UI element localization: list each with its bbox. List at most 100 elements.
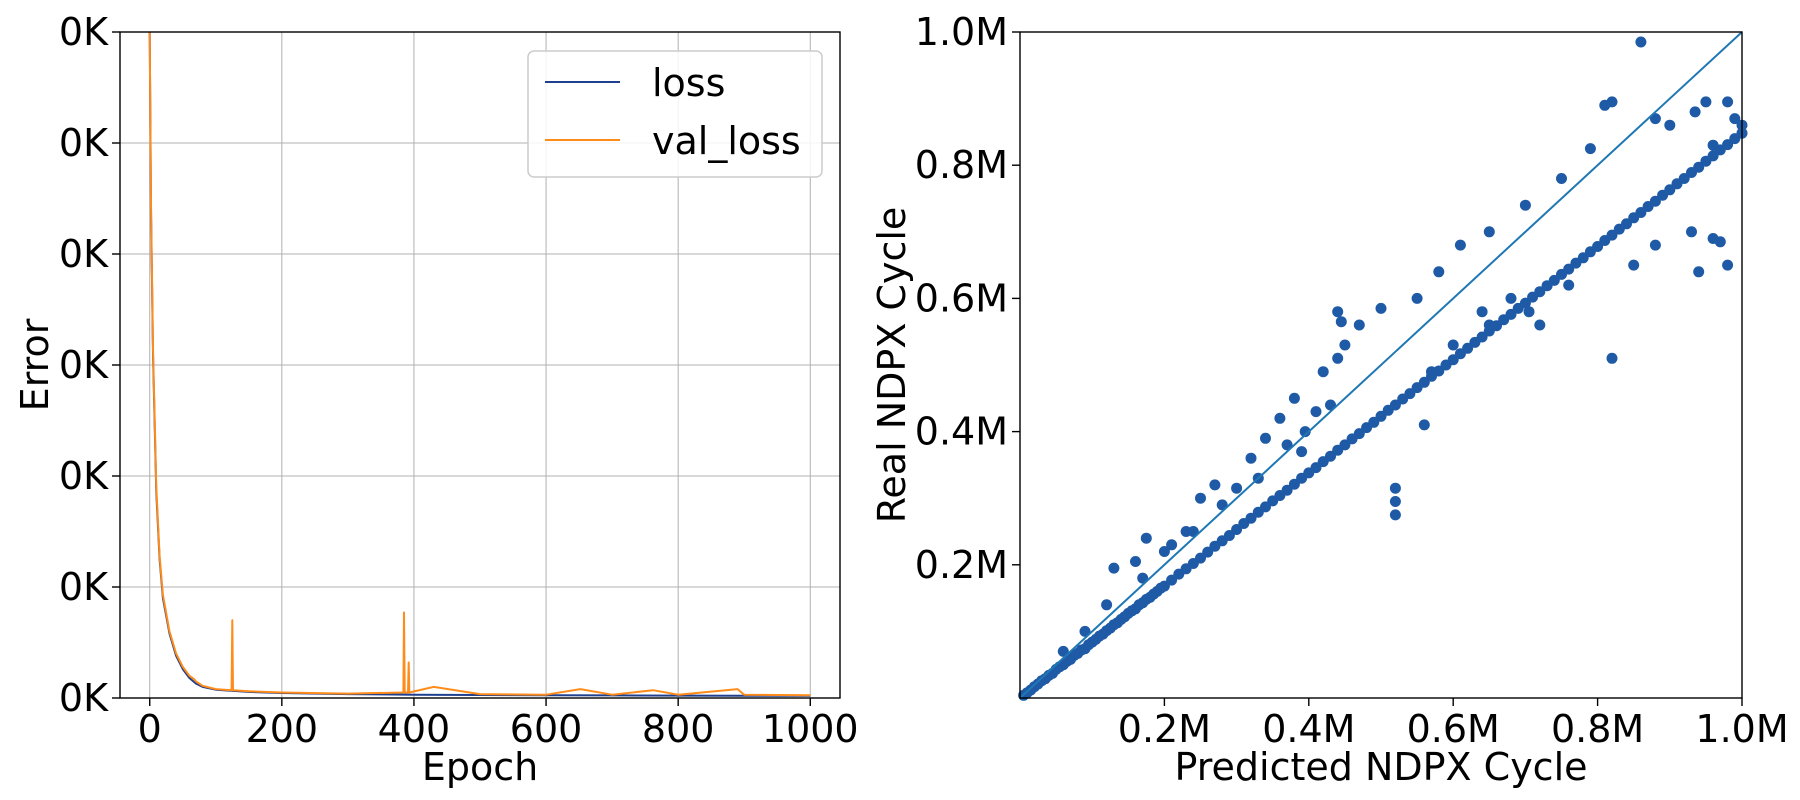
scatter-point [1628,259,1640,271]
scatter-point [1505,292,1517,304]
scatter-point [1389,496,1401,507]
scatter-point [1722,96,1734,108]
scatter-point [1523,306,1535,318]
scatter-point [1057,645,1069,657]
scatter-point [1476,331,1488,343]
scatter-point [1689,106,1701,118]
scatter-point [1231,524,1243,535]
scatter-point [1649,239,1661,251]
scatter-point [1288,478,1300,490]
loss-chart-y-label: Error [13,318,57,411]
x-tick-label: 600 [510,707,583,751]
scatter-point [1274,412,1286,424]
y-tick-label: 0K [59,343,109,387]
scatter-point [1332,352,1344,364]
y-tick-label: 0K [59,676,109,720]
scatter-point [1563,279,1575,291]
scatter-point [1592,241,1604,252]
scatter-point [1519,199,1531,211]
series-line-val-loss [148,31,811,697]
scatter-point [1606,352,1618,364]
x-tick-label: 0.4M [1262,707,1355,751]
scatter-point [1223,530,1235,541]
scatter-point [1332,306,1344,318]
scatter-point [1195,492,1206,504]
scatter-point [1368,416,1380,428]
scatter-point [1245,452,1257,464]
y-tick-label: 0.2M [915,543,1008,587]
scatter-point [1606,229,1618,241]
y-tick-label: 0.6M [915,276,1008,320]
scatter-point [1722,139,1734,151]
scatter-point [1577,252,1589,264]
scatter-point [1288,392,1300,404]
scatter-point [1231,482,1243,494]
scatter-point [1584,143,1596,155]
scatter-point [1693,266,1705,278]
scatter-point [1700,96,1712,108]
scatter-point [1404,388,1416,400]
scatter-point [1296,446,1308,458]
y-tick-label: 0.8M [915,143,1008,187]
scatter-point [1339,439,1351,451]
scatter-point [1325,450,1336,462]
x-tick-label: 0 [138,707,162,751]
scatter-point [1714,236,1726,248]
scatter-point [1476,306,1488,318]
scatter-point [1166,574,1178,586]
scatter-point [1101,599,1113,611]
scatter-point [1519,297,1531,309]
x-tick-label: 0.2M [1118,707,1211,751]
scatter-point [1140,532,1152,544]
x-tick-label: 0.6M [1407,707,1500,751]
x-tick-label: 400 [378,707,451,751]
scatter-point [1281,439,1293,451]
scatter-point [1483,319,1495,331]
x-tick-label: 1000 [762,707,859,751]
x-tick-label: 200 [246,707,319,751]
scatter-point [1281,484,1293,496]
scatter-chart-y-ticks: 0.2M 0.4M 0.6M 0.8M 1.0M [915,10,1020,587]
scatter-point [1483,226,1495,238]
scatter-point [1556,173,1567,184]
identity-line [1019,31,1743,699]
scatter-point [1433,266,1445,278]
scatter-chart-x-ticks: 0.2M 0.4M 0.6M 0.8M 1.0M [1118,698,1789,751]
reference-line [1019,31,1743,699]
scatter-point [1548,274,1560,286]
scatter-point [1621,218,1632,230]
scatter-chart-y-label: Real NDPX Cycle [870,207,914,524]
scatter-point [1317,366,1329,378]
scatter-point [1389,509,1401,521]
scatter-point [1108,562,1120,574]
scatter-point [1426,366,1437,378]
loss-chart-x-ticks: 0 200 400 600 800 1000 [138,698,859,751]
scatter-point [1693,161,1705,173]
scatter-point [1353,428,1365,440]
scatter-point [1158,546,1170,557]
scatter-point [1707,150,1719,162]
legend: loss val_loss [527,50,823,178]
scatter-point [1260,432,1271,444]
scatter-point [1375,302,1387,314]
scatter-point [1447,339,1459,351]
scatter-point [1664,184,1676,196]
scatter-point [1389,399,1401,411]
scatter-point [1462,342,1474,354]
scatter-point [1447,354,1459,366]
y-tick-label: 0K [59,10,109,54]
y-tick-label: 0K [59,121,109,165]
scatter-point [1534,286,1546,298]
x-tick-label: 1.0M [1695,707,1788,751]
scatter-point [1635,36,1647,48]
loss-chart: 0 200 400 600 800 1000 0K 0K 0K 0K 0K 0K 0K Epoch E… [13,10,859,789]
scatter-point [1166,539,1178,551]
scatter-point [1418,376,1430,388]
scatter-point [1353,319,1365,331]
y-tick-label: 0K [59,232,109,276]
scatter-point [1299,426,1311,438]
scatter-point [1418,419,1430,431]
loss-chart-series [148,31,811,697]
scatter-point [1722,259,1734,271]
scatter-point [1310,462,1322,474]
